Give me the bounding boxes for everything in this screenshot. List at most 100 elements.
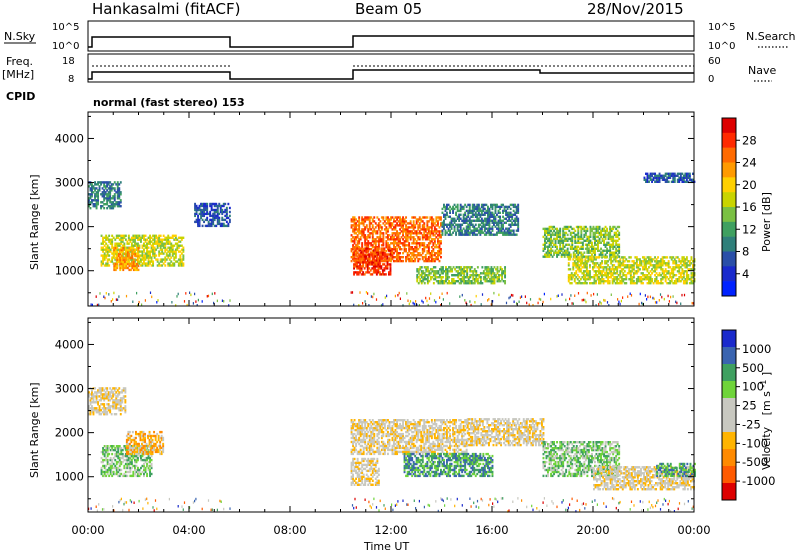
data-cell — [591, 242, 593, 244]
data-cell — [185, 292, 186, 295]
data-cell — [122, 247, 124, 249]
data-cell — [587, 292, 588, 295]
data-cell — [229, 207, 231, 209]
data-cell — [659, 299, 660, 302]
data-cell — [625, 282, 627, 284]
data-cell — [506, 302, 507, 305]
nsky-trace — [88, 36, 694, 47]
data-cell — [499, 212, 501, 214]
data-cell — [184, 300, 185, 303]
data-cell — [610, 256, 612, 258]
nsky-label: N.Sky — [4, 30, 36, 43]
nsearch-tick-top: 10^5 — [708, 22, 735, 33]
data-cell — [206, 217, 208, 219]
data-cell — [136, 292, 137, 295]
data-cell — [217, 300, 218, 303]
data-cell — [469, 300, 470, 303]
data-cell — [359, 291, 360, 294]
data-cell — [366, 224, 368, 226]
data-cell — [498, 294, 499, 297]
data-cell — [409, 303, 410, 306]
data-cell — [152, 260, 154, 262]
data-cell — [382, 216, 384, 218]
data-cell — [442, 276, 444, 278]
data-cell — [584, 299, 585, 302]
data-cell — [440, 240, 442, 242]
data-cell — [133, 259, 135, 261]
data-cell — [103, 296, 104, 299]
data-cell — [212, 293, 213, 296]
data-cell — [556, 295, 557, 298]
data-cell — [138, 265, 140, 267]
data-cell — [442, 266, 444, 268]
data-cell — [103, 403, 105, 405]
data-cell — [645, 294, 646, 297]
data-cell — [400, 298, 401, 301]
data-cell — [118, 295, 119, 298]
data-cell — [582, 299, 583, 302]
data-cell — [132, 301, 133, 304]
data-cell — [621, 300, 622, 303]
data-cell — [176, 295, 177, 298]
data-cell — [481, 303, 482, 306]
data-cell — [150, 292, 151, 295]
data-cell — [182, 262, 184, 264]
data-cell — [567, 234, 569, 236]
data-cell — [413, 302, 414, 305]
data-cell — [476, 295, 477, 298]
data-cell — [112, 298, 113, 301]
data-cell — [585, 301, 586, 304]
data-cell — [544, 293, 545, 296]
data-cell — [616, 256, 618, 258]
data-cell — [361, 242, 363, 244]
data-cell — [190, 294, 191, 297]
data-cell — [405, 216, 407, 218]
data-cell — [367, 247, 369, 249]
data-cell — [630, 293, 631, 296]
data-cell — [448, 276, 450, 278]
data-cell — [475, 224, 477, 226]
data-cell — [126, 475, 128, 477]
data-cell — [385, 296, 386, 299]
data-cell — [111, 300, 112, 303]
data-cell — [681, 294, 682, 297]
data-cell — [94, 387, 96, 389]
data-cell — [684, 294, 685, 297]
data-cell — [116, 298, 117, 301]
data-cell — [206, 203, 208, 205]
data-cell — [573, 303, 574, 306]
data-cell — [508, 297, 509, 300]
data-cell — [229, 211, 231, 213]
data-cell — [469, 204, 471, 206]
data-cell — [113, 292, 114, 295]
data-cell — [413, 220, 415, 222]
data-cell — [145, 299, 146, 302]
data-cell — [432, 218, 434, 220]
data-cell — [379, 220, 381, 222]
data-region — [644, 173, 696, 183]
data-cell — [657, 256, 659, 258]
nave-tick-bottom: 0 — [708, 74, 714, 85]
data-cell — [408, 242, 410, 244]
data-cell — [517, 204, 519, 206]
data-cell — [539, 298, 540, 301]
data-cell — [182, 237, 184, 239]
data-cell — [229, 215, 231, 217]
data-cell — [108, 293, 109, 296]
data-cell — [108, 235, 110, 237]
nsky-tick-bottom: 10^0 — [52, 41, 79, 52]
data-cell — [654, 298, 655, 301]
data-cell — [358, 216, 360, 218]
data-cell — [504, 266, 506, 268]
data-cell — [423, 222, 425, 224]
data-cell — [117, 299, 118, 302]
data-cell — [126, 295, 127, 298]
data-cell — [493, 292, 494, 295]
data-cell — [410, 300, 411, 303]
data-cell — [604, 299, 605, 302]
data-cell — [373, 216, 375, 218]
data-cell — [598, 303, 599, 306]
data-cell — [434, 266, 436, 268]
data-cell — [561, 293, 562, 296]
